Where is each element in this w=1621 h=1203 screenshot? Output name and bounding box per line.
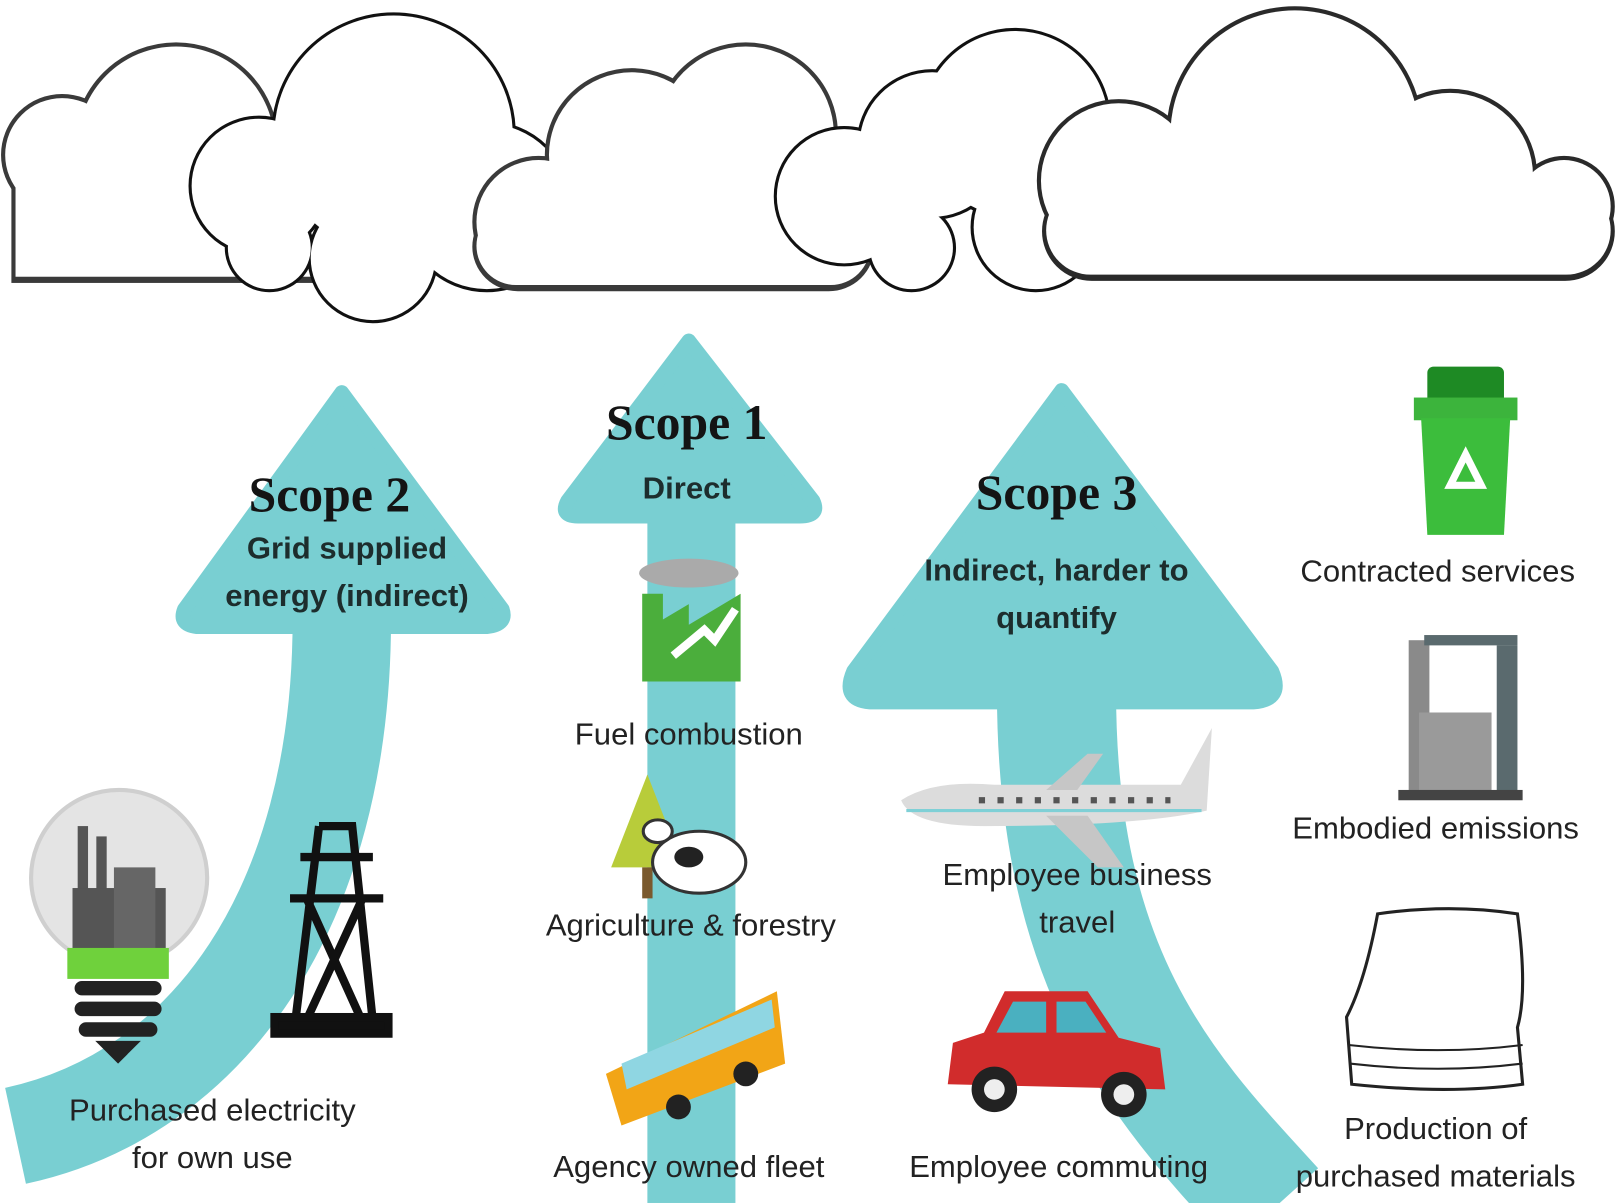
item-label: Embodied emissions <box>1265 805 1607 852</box>
item-label: Employee business travel <box>912 852 1243 947</box>
building-icon <box>1398 635 1522 800</box>
scope-title: Scope 1 <box>557 394 816 452</box>
scope-title: Scope 2 <box>200 467 459 525</box>
item-label: Fuel combustion <box>523 711 854 758</box>
scope3-head <box>850 390 1276 702</box>
clouds <box>5 10 1610 320</box>
item-label: Purchased electricity for own use <box>47 1087 378 1182</box>
scope-title: Scope 3 <box>927 465 1186 523</box>
item-label: Agency owned fleet <box>513 1144 865 1191</box>
scope-subtitle: Grid supplied energy (indirect) <box>202 526 492 621</box>
item-label: Production of purchased materials <box>1270 1106 1601 1201</box>
page: Scope 2 Grid supplied energy (indirect) … <box>0 0 1621 1203</box>
paper-icon <box>1347 909 1523 1090</box>
infographic: Scope 2 Grid supplied energy (indirect) … <box>0 0 1621 1203</box>
bin-icon <box>1414 367 1518 535</box>
scope-subtitle: Direct <box>583 466 790 513</box>
item-label: Employee commuting <box>883 1144 1235 1191</box>
scope-subtitle: Indirect, harder to quantify <box>901 547 1212 642</box>
item-label: Contracted services <box>1267 548 1609 595</box>
item-label: Agriculture & forestry <box>515 902 867 949</box>
